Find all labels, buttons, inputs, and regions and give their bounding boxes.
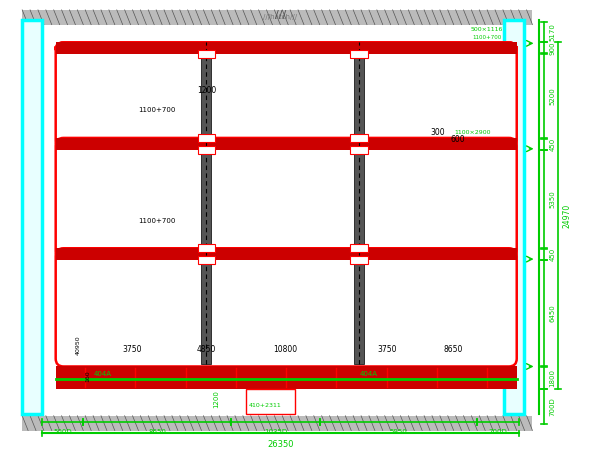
Text: 450: 450 bbox=[549, 248, 555, 261]
Text: 1100+700: 1100+700 bbox=[139, 108, 176, 113]
Text: 5950: 5950 bbox=[389, 428, 407, 435]
Bar bbox=[197, 256, 215, 264]
FancyBboxPatch shape bbox=[56, 42, 517, 54]
Bar bbox=[197, 50, 215, 58]
Bar bbox=[22, 20, 42, 414]
Bar bbox=[197, 244, 215, 252]
Text: 40950: 40950 bbox=[76, 335, 81, 355]
Text: 10800: 10800 bbox=[273, 345, 297, 354]
Text: 300: 300 bbox=[431, 127, 445, 136]
Text: 1200: 1200 bbox=[197, 86, 216, 95]
Bar bbox=[246, 389, 295, 414]
Bar bbox=[354, 150, 364, 248]
Bar bbox=[56, 366, 517, 389]
Text: 700D: 700D bbox=[549, 397, 555, 416]
Bar bbox=[202, 150, 211, 248]
Bar bbox=[56, 138, 517, 150]
Text: 5170: 5170 bbox=[549, 23, 555, 41]
Bar bbox=[350, 244, 368, 252]
Bar bbox=[197, 134, 215, 142]
Text: 450: 450 bbox=[549, 138, 555, 151]
Text: 24970: 24970 bbox=[562, 203, 571, 228]
Bar bbox=[202, 260, 211, 364]
Text: 500D: 500D bbox=[53, 428, 72, 435]
Text: 700D: 700D bbox=[488, 428, 508, 435]
Text: 3750: 3750 bbox=[123, 345, 142, 354]
Text: 404A: 404A bbox=[360, 371, 378, 378]
Bar bbox=[350, 50, 368, 58]
Bar bbox=[354, 260, 364, 364]
FancyBboxPatch shape bbox=[56, 138, 517, 259]
Bar bbox=[504, 20, 524, 414]
Text: 1100+700: 1100+700 bbox=[473, 35, 502, 40]
Bar bbox=[350, 256, 368, 264]
Text: 26350: 26350 bbox=[267, 441, 293, 450]
FancyBboxPatch shape bbox=[56, 42, 517, 149]
Bar bbox=[202, 54, 211, 138]
Text: 5200: 5200 bbox=[549, 87, 555, 105]
Bar bbox=[197, 146, 215, 154]
Bar bbox=[354, 54, 364, 138]
Text: ///: /// bbox=[275, 10, 286, 20]
Text: 1100+700: 1100+700 bbox=[139, 218, 176, 224]
Text: 8650: 8650 bbox=[443, 345, 463, 354]
Text: 8650: 8650 bbox=[148, 428, 166, 435]
Text: 600: 600 bbox=[451, 135, 465, 144]
Text: 6450: 6450 bbox=[549, 304, 555, 322]
Text: 500×1116: 500×1116 bbox=[471, 27, 503, 32]
Text: ///hatch///: ///hatch/// bbox=[263, 14, 298, 20]
Bar bbox=[22, 416, 532, 431]
Text: 1035D: 1035D bbox=[264, 428, 287, 435]
Bar bbox=[56, 42, 517, 54]
Bar bbox=[56, 248, 517, 260]
Bar bbox=[350, 134, 368, 142]
Text: 160: 160 bbox=[86, 370, 91, 382]
Text: 3750: 3750 bbox=[377, 345, 397, 354]
Bar bbox=[350, 146, 368, 154]
Text: 1100×2900: 1100×2900 bbox=[454, 130, 491, 135]
FancyBboxPatch shape bbox=[56, 248, 517, 366]
Bar bbox=[22, 10, 532, 25]
Text: 5350: 5350 bbox=[549, 190, 555, 208]
Text: 1200: 1200 bbox=[213, 390, 219, 408]
Text: 404A: 404A bbox=[94, 371, 112, 378]
Text: 900: 900 bbox=[549, 41, 555, 54]
Text: 4850: 4850 bbox=[197, 345, 216, 354]
Text: 410+2311: 410+2311 bbox=[249, 403, 282, 408]
Text: 1800: 1800 bbox=[549, 369, 555, 387]
